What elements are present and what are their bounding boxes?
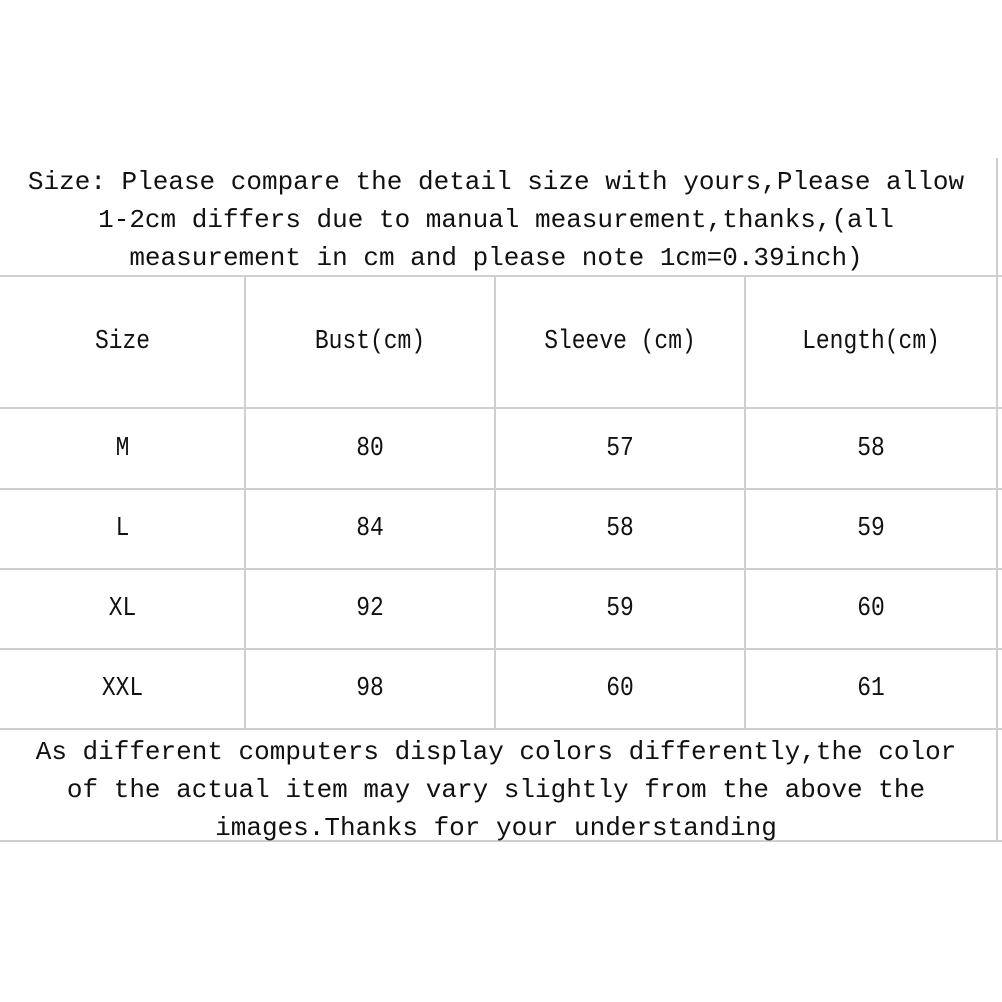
table-cell: L: [115, 514, 130, 544]
table-header-cell: Size: [94, 327, 151, 357]
divider: [0, 728, 1002, 730]
table-cell: 59: [606, 594, 634, 624]
divider: [0, 648, 1002, 650]
table-cell: 60: [857, 594, 885, 624]
table-cell: XXL: [101, 674, 144, 704]
table-cell: 57: [606, 433, 634, 464]
table-cell: XL: [108, 594, 137, 624]
divider: [744, 276, 746, 729]
table-cell: 84: [356, 514, 384, 544]
size-note: Size: Please compare the detail size wit…: [27, 167, 965, 273]
divider: [244, 276, 246, 729]
color-disclaimer: As different computers display colors di…: [35, 737, 957, 843]
table-cell: 61: [857, 674, 885, 704]
divider: [0, 407, 1002, 409]
divider: [494, 276, 496, 729]
table-cell: 80: [356, 433, 384, 464]
divider: [0, 275, 1002, 277]
table-cell: M: [115, 433, 130, 464]
divider: [0, 488, 1002, 490]
table-cell: 98: [356, 674, 384, 704]
table-cell: 92: [356, 594, 384, 624]
table-cell: 60: [606, 674, 634, 704]
table-cell: 58: [606, 514, 634, 544]
divider: [0, 568, 1002, 570]
table-cell: 59: [857, 514, 885, 544]
divider: [996, 158, 998, 842]
table-header-cell: Sleeve (cm): [544, 327, 696, 357]
table-header-cell: Length(cm): [802, 327, 940, 357]
table-header-cell: Bust(cm): [314, 327, 426, 357]
divider: [0, 840, 1002, 842]
table-cell: 58: [857, 433, 885, 464]
